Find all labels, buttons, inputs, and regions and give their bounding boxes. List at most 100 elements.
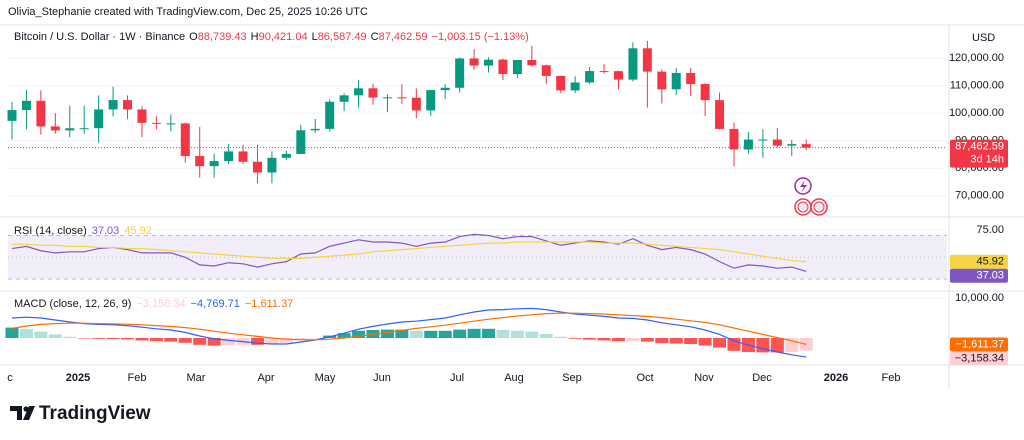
histogram-bar	[5, 327, 19, 338]
candle-body	[642, 48, 652, 72]
candle-body	[657, 71, 667, 90]
histogram-bar	[294, 338, 308, 341]
candle-body	[411, 97, 421, 111]
candle-body	[7, 110, 17, 121]
candle-body	[195, 156, 205, 167]
indicator-title: RSI (14, close)	[14, 225, 87, 237]
histogram-bar	[193, 338, 207, 345]
y-tick-label: 100,000.00	[949, 107, 1004, 119]
histogram-bar	[640, 338, 654, 342]
candle-body	[758, 139, 768, 141]
candle-body	[556, 75, 566, 91]
histogram-bar	[611, 338, 625, 342]
countdown-label: 3d 14h	[970, 154, 1004, 166]
histogram-bar	[525, 331, 539, 338]
indicator-value: −4,769.71	[191, 298, 240, 310]
histogram-bar	[34, 331, 48, 338]
candle-body	[224, 151, 234, 162]
candle-body	[455, 58, 465, 88]
lightning-glyph	[800, 180, 807, 193]
candle-body	[527, 59, 537, 66]
candle-body	[715, 100, 725, 129]
candle-body	[484, 59, 494, 66]
histogram-bar	[92, 338, 106, 339]
y-tick-label: 75.00	[976, 224, 1004, 236]
indicator-line	[11, 307, 807, 358]
candle-body	[700, 84, 710, 101]
value-box	[950, 337, 1008, 352]
indicator-value: −1,611.37	[245, 298, 293, 310]
value-box	[950, 268, 1008, 283]
candle-body	[787, 144, 797, 146]
histogram-bar	[539, 334, 553, 338]
histogram-bar	[482, 328, 496, 338]
candle-body	[440, 87, 450, 91]
candle-body	[628, 48, 638, 80]
candle-body	[354, 88, 364, 96]
candle-body	[137, 109, 147, 123]
change-label: −1,003.15 (−1.13%)	[432, 31, 529, 43]
histogram-bar	[669, 338, 683, 344]
candle-body	[426, 90, 436, 111]
candle-body	[382, 97, 392, 99]
histogram-bar	[554, 336, 568, 338]
symbol-title: Bitcoin / U.S. Dollar · 1W · Binance	[14, 31, 185, 43]
histogram-bar	[380, 329, 394, 338]
histogram-bar	[510, 330, 524, 338]
histogram-bar	[467, 328, 481, 338]
time-tick-label: Feb	[128, 372, 147, 384]
y-tick-label: 120,000.00	[949, 52, 1004, 64]
indicator-title: MACD (close, 12, 26, 9)	[14, 298, 131, 310]
y-tick-label: 10,000.00	[955, 292, 1004, 304]
histogram-bar	[713, 338, 727, 348]
last-price-box	[950, 139, 1008, 168]
candle-body	[498, 59, 508, 74]
candle-body	[310, 128, 320, 131]
value-box-label: 37.03	[976, 270, 1004, 282]
histogram-bar	[207, 338, 221, 346]
histogram-bar	[626, 338, 640, 341]
histogram-bar	[438, 330, 452, 338]
candle-body	[281, 153, 291, 158]
ohlc-value: 86,587.49	[318, 31, 367, 43]
candle-body	[108, 100, 118, 110]
histogram-bar	[352, 330, 366, 338]
flag-glyph	[797, 201, 809, 213]
histogram-bar	[337, 333, 351, 338]
candle-body	[50, 126, 60, 131]
header-text: Olivia_Stephanie created with TradingVie…	[8, 6, 368, 18]
event-icons	[794, 177, 828, 216]
histogram-bar	[727, 338, 741, 351]
time-tick-label: Oct	[636, 372, 653, 384]
histogram-bar	[178, 338, 192, 343]
brand-name: TradingView	[39, 403, 151, 424]
time-tick-label: Dec	[752, 372, 772, 384]
histogram-bar	[121, 338, 135, 340]
candle-body	[79, 128, 89, 130]
candle-body	[339, 95, 349, 102]
histogram-bar	[279, 338, 293, 343]
currency-label: USD	[972, 32, 995, 44]
ohlc-value: 90,421.04	[259, 31, 308, 43]
time-tick-label: c	[7, 372, 13, 384]
candle-body	[599, 71, 609, 73]
time-tick-label: 2025	[66, 372, 90, 384]
candle-body	[512, 59, 522, 74]
histogram-bar	[698, 338, 712, 346]
candle-body	[729, 128, 739, 150]
histogram-bar	[424, 330, 438, 338]
histogram-bar	[77, 338, 91, 339]
histogram-bar	[770, 338, 784, 353]
candle-body	[180, 123, 190, 157]
time-tick-label: 2026	[824, 372, 848, 384]
histogram-bar	[496, 330, 510, 338]
candle-body	[252, 161, 262, 173]
time-tick-label: Jul	[450, 372, 464, 384]
time-tick-label: Mar	[187, 372, 206, 384]
value-box	[950, 351, 1008, 365]
time-tick-label: Nov	[694, 372, 714, 384]
candle-body	[267, 157, 277, 173]
histogram-bar	[568, 338, 582, 339]
